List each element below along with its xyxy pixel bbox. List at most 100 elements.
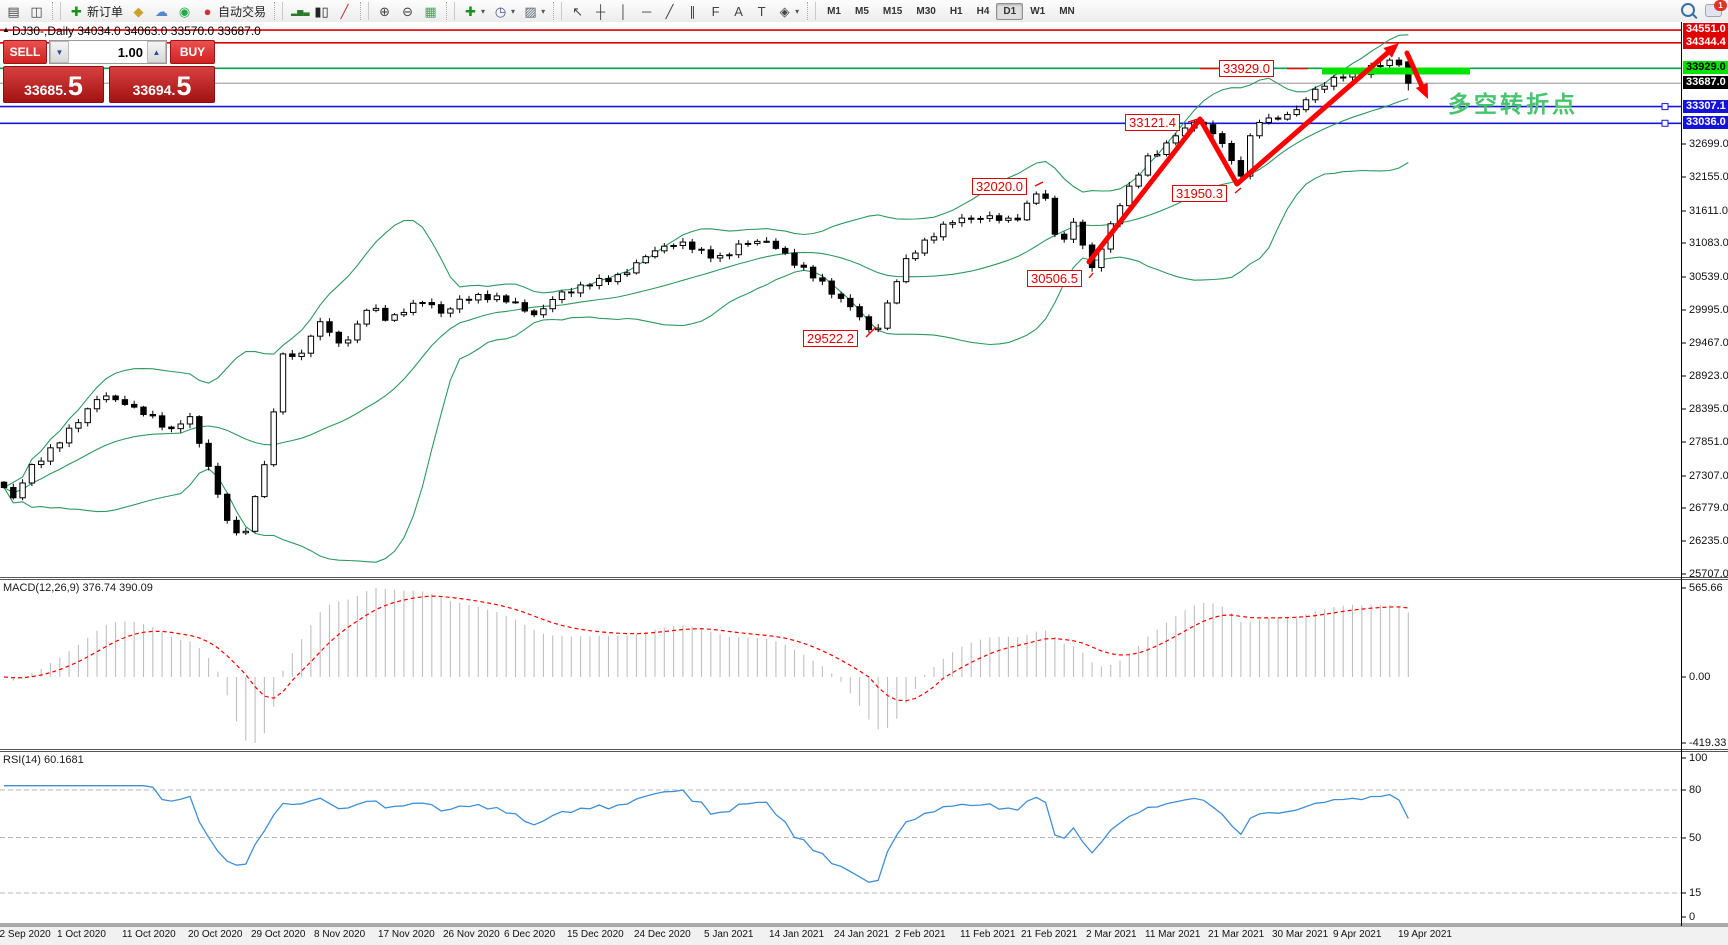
autotrade-icon: ● [203, 3, 212, 19]
swing-price-label[interactable]: 33929.0 [1219, 60, 1274, 77]
sell-price-main: 33685. [24, 82, 67, 98]
swing-price-label[interactable]: 31950.3 [1172, 185, 1227, 202]
price-axis-tick: 28923.0 [1689, 370, 1728, 382]
cursor-icon: ↖ [572, 3, 584, 19]
toolbar-button-bar-chart[interactable]: ▂▅▃ [287, 2, 310, 21]
search-icon[interactable] [1681, 3, 1695, 17]
date-label: 17 Nov 2020 [378, 929, 435, 940]
toolbar-button-signals[interactable]: ◉ [173, 2, 196, 21]
date-label: 20 Oct 2020 [188, 929, 243, 940]
sell-button[interactable]: SELL [3, 40, 48, 64]
date-label: 1 Oct 2020 [57, 929, 106, 940]
toolbar-button-text-label[interactable]: T [750, 2, 773, 21]
crosshair-icon: ┼ [595, 3, 606, 19]
price-axis-tick: 28395.0 [1689, 403, 1728, 415]
date-label: 26 Nov 2020 [443, 929, 500, 940]
price-axis-tick: 29995.0 [1689, 304, 1728, 316]
toolbar-button-fibonacci[interactable]: F [704, 2, 727, 21]
toolbar-button-candle-chart[interactable]: ▮▯ [310, 2, 333, 21]
notification-badge: 1 [1714, 0, 1727, 11]
cn-annotation-text[interactable]: 多空转折点 [1448, 91, 1578, 117]
swing-price-label[interactable]: 29522.2 [803, 330, 858, 347]
swing-price-label[interactable]: 33121.4 [1125, 114, 1180, 131]
price-tag-34344.4: 34344.4 [1683, 36, 1728, 49]
timeframe-M15[interactable]: M15 [882, 5, 903, 17]
buy-price-main: 33694. [132, 82, 176, 98]
toolbar-button-chart-doc[interactable]: ▤ [2, 2, 25, 21]
zoom-out-icon: ⊖ [402, 3, 413, 19]
timeframe-MN[interactable]: MN [1059, 5, 1075, 17]
channel-icon: ∥ [689, 3, 696, 19]
price-axis-tick: 31083.0 [1689, 237, 1728, 249]
toolbar-button-navigator[interactable]: ☁ [150, 2, 173, 21]
toolbar-separator [360, 2, 370, 20]
toolbar-separator [52, 2, 61, 20]
toolbar-button-label: 自动交易 [218, 4, 267, 19]
toolbar-button-market-watch[interactable]: ◆ [127, 2, 150, 21]
timeframe-H4[interactable]: H4 [976, 5, 990, 17]
timeframe-W1[interactable]: W1 [1030, 5, 1046, 17]
date-label: 2 Mar 2021 [1086, 929, 1137, 940]
toolbar-button-chart-preview[interactable]: ◫ [25, 2, 48, 21]
sell-price-pip: 5 [67, 71, 83, 101]
date-label: 5 Jan 2021 [704, 929, 754, 940]
toolbar-button-horizontal-line[interactable]: ─ [635, 2, 658, 21]
horizontal-line-icon: ─ [641, 3, 652, 19]
date-label: 24 Dec 2020 [634, 929, 691, 940]
toolbar-right-cluster: 1 [1681, 0, 1727, 17]
toolbar-group: ↖ ┼ │ ─ ╱ ∥ F A T ◈ ▾ [564, 0, 805, 22]
rsi-axis-tick: 80 [1689, 784, 1702, 796]
indicators-add-icon: ✚ [465, 3, 476, 19]
collapse-arrow-icon[interactable]: ▲ [2, 25, 10, 34]
vertical-line-icon: │ [619, 3, 628, 19]
chart-canvas[interactable] [0, 22, 1728, 945]
toolbar-button-crosshair[interactable]: ┼ [589, 2, 612, 21]
buy-price-button[interactable]: 33694. 5 [109, 66, 215, 103]
volume-increase-button[interactable]: ▲ [147, 41, 167, 63]
toolbar-button-zoom-in[interactable]: ⊕ [373, 2, 396, 21]
tile-windows-icon: ▦ [424, 3, 437, 19]
toolbar-button-periods[interactable]: ◷ ▾ [489, 2, 519, 21]
chat-icon[interactable]: 1 [1705, 0, 1727, 17]
price-axis-tick: 32699.0 [1689, 138, 1728, 150]
timeframe-M5[interactable]: M5 [855, 5, 869, 17]
signals-icon: ◉ [178, 3, 191, 19]
toolbar-button-tile-windows[interactable]: ▦ [419, 2, 442, 21]
toolbar-button-autotrade[interactable]: ● 自动交易 [196, 1, 270, 22]
toolbar-button-label: 新订单 [87, 4, 124, 19]
volume-decrease-button[interactable]: ▼ [50, 41, 70, 63]
swing-price-label[interactable]: 32020.0 [972, 178, 1027, 195]
macd-axis-tick: 0.00 [1689, 671, 1711, 683]
price-axis-tick: 32155.0 [1689, 171, 1728, 183]
date-label: 11 Feb 2021 [960, 929, 1016, 940]
price-axis-tick: 25707.0 [1689, 568, 1728, 580]
toolbar-button-templates[interactable]: ▨ ▾ [519, 2, 549, 21]
price-tag-33307.1: 33307.1 [1683, 100, 1728, 113]
toolbar-button-line-chart[interactable]: ╱ [333, 2, 356, 21]
toolbar-button-cursor[interactable]: ↖ [566, 2, 589, 21]
volume-input[interactable]: 1.00 [69, 41, 148, 63]
toolbar-button-shapes[interactable]: ◈ ▾ [773, 2, 803, 21]
toolbar-button-zoom-out[interactable]: ⊖ [396, 2, 419, 21]
timeframe-M30[interactable]: M30 [916, 5, 936, 17]
toolbar-button-vertical-line[interactable]: │ [612, 2, 635, 21]
toolbar-button-text[interactable]: A [727, 2, 750, 21]
sell-price-button[interactable]: 33685. 5 [3, 66, 105, 103]
toolbar-button-channel[interactable]: ∥ [681, 2, 704, 21]
toolbar-button-trend-line[interactable]: ╱ [658, 2, 681, 21]
buy-price-pip: 5 [176, 71, 192, 101]
date-label: 11 Mar 2021 [1145, 929, 1201, 940]
buy-button[interactable]: BUY [170, 40, 215, 64]
bar-chart-icon: ▂▅▃ [291, 6, 310, 16]
toolbar-button-new-order[interactable]: ✚ 新订单 [65, 1, 127, 22]
timeframe-D1[interactable]: D1 [996, 2, 1024, 20]
toolbar-separator [274, 2, 284, 20]
toolbar-group: ▤ ◫ [0, 0, 50, 22]
dropdown-caret-icon: ▾ [795, 6, 800, 16]
timeframe-H1[interactable]: H1 [949, 5, 963, 17]
zoom-in-icon: ⊕ [379, 3, 390, 19]
timeframe-M1[interactable]: M1 [827, 5, 841, 17]
swing-price-label[interactable]: 30506.5 [1027, 270, 1082, 287]
toolbar-button-indicators-add[interactable]: ✚ ▾ [459, 2, 489, 21]
